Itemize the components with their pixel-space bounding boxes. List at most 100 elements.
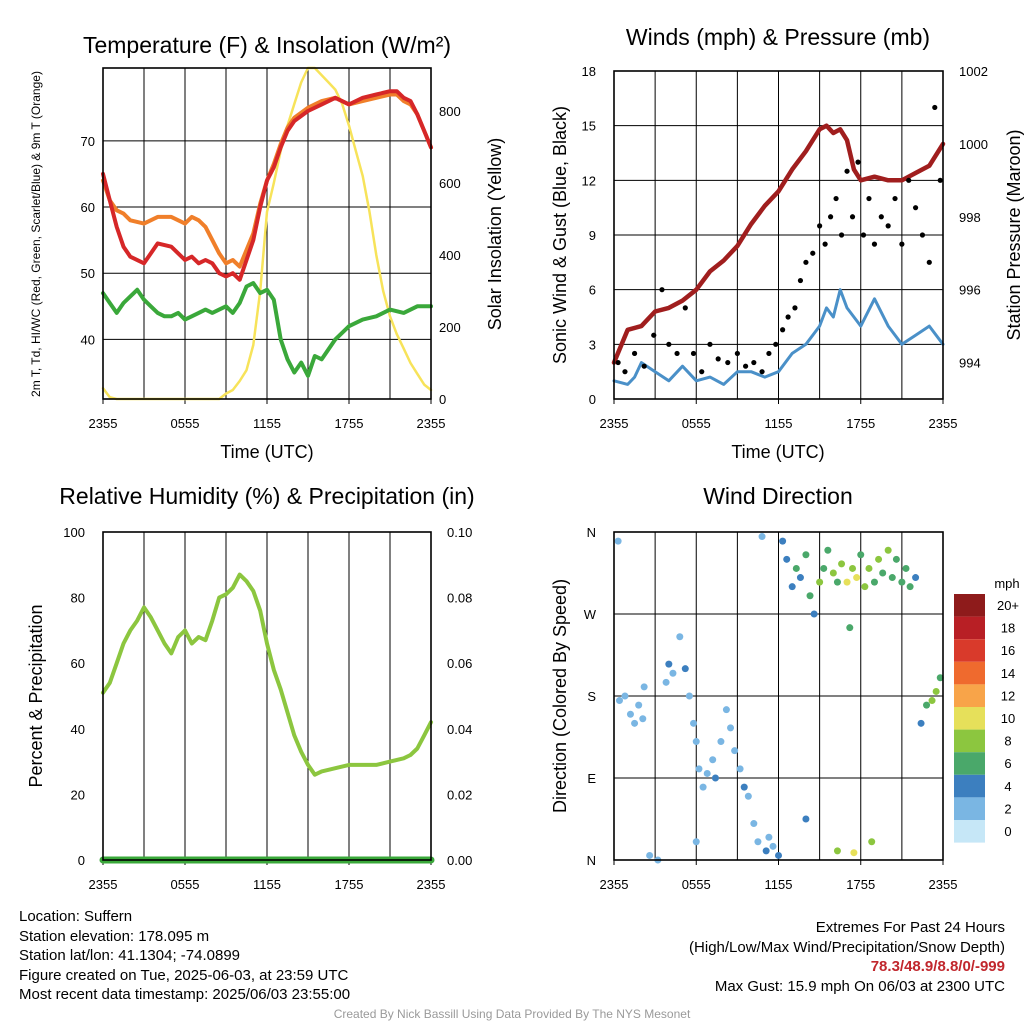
- y2-tick-label: 1002: [959, 64, 988, 79]
- series-2m-t: [101, 89, 433, 282]
- x-tick-label: 2355: [929, 877, 958, 892]
- gust-point: [615, 359, 621, 366]
- gust-point: [919, 232, 926, 238]
- direction-point: [802, 815, 810, 823]
- direction-point: [685, 692, 693, 700]
- direction-point: [681, 665, 689, 673]
- legend-label: 14: [1001, 666, 1015, 681]
- gust-point: [659, 287, 665, 293]
- y-axis-label: Direction (Colored By Speed): [550, 579, 570, 813]
- direction-point: [829, 569, 837, 577]
- x-tick-label: 1755: [846, 877, 875, 892]
- gust-point: [707, 341, 713, 347]
- gust-point: [773, 341, 779, 347]
- y2-tick-label: 996: [959, 283, 981, 298]
- gust-point: [912, 205, 919, 211]
- direction-point: [861, 583, 869, 591]
- y-tick-label: 0: [589, 392, 596, 407]
- series-sonic-wind: [612, 288, 945, 386]
- y-tick-label: E: [587, 771, 596, 786]
- direction-point: [639, 715, 647, 723]
- gust-point: [641, 363, 647, 369]
- x-tick-label: 0555: [682, 877, 711, 892]
- x-tick-label: 1155: [253, 877, 281, 892]
- direction-point: [640, 683, 648, 691]
- direction-point: [758, 533, 766, 541]
- direction-point: [816, 578, 824, 586]
- direction-point: [676, 633, 684, 641]
- x-tick-label: 1155: [765, 416, 793, 431]
- direction-point: [631, 719, 639, 727]
- extremes-title: Extremes For Past 24 Hours: [815, 919, 1005, 936]
- direction-point: [690, 719, 698, 727]
- gust-point: [932, 104, 938, 111]
- direction-point: [824, 546, 832, 554]
- y2-axis-label: Solar Insolation (Yellow): [485, 138, 505, 330]
- y-tick-label: 0: [78, 853, 85, 868]
- legend-swatch: [954, 729, 985, 753]
- y-tick-label: W: [584, 607, 597, 622]
- direction-point: [833, 847, 841, 855]
- y-tick-label: 12: [582, 173, 596, 188]
- y-tick-label: 9: [589, 228, 596, 243]
- x-tick-label: 1755: [335, 877, 364, 892]
- direction-point: [717, 738, 725, 746]
- gust-point: [674, 350, 680, 357]
- gust-point: [866, 195, 872, 202]
- y-tick-label: 70: [81, 134, 95, 149]
- gust-point: [631, 350, 638, 357]
- y-tick-label: 50: [81, 266, 95, 281]
- direction-point: [669, 669, 677, 677]
- y2-tick-label: 0.00: [447, 853, 472, 868]
- direction-point: [884, 546, 892, 554]
- legend-swatch: [954, 752, 985, 775]
- max-gust-text: Max Gust: 15.9 mph On 06/03 at 2300 UTC: [714, 977, 1005, 995]
- direction-point: [740, 783, 748, 791]
- y-tick-label: 18: [582, 64, 596, 79]
- direction-point: [615, 697, 623, 705]
- location-text: Location: Suffern: [19, 908, 133, 925]
- direction-point: [857, 551, 865, 559]
- gust-point: [797, 277, 804, 284]
- y-tick-label: 3: [589, 337, 596, 352]
- direction-point: [865, 564, 873, 572]
- direction-point: [750, 820, 758, 828]
- chart-title: Temperature (F) & Insolation (W/m²): [83, 32, 451, 58]
- x-tick-label: 1755: [846, 416, 875, 431]
- y-axis-label: Percent & Precipitation: [26, 604, 46, 787]
- chart-title: Relative Humidity (%) & Precipitation (i…: [59, 483, 474, 509]
- direction-point: [906, 583, 914, 591]
- gust-point: [855, 159, 861, 165]
- y-tick-label: 40: [71, 722, 85, 737]
- direction-point: [779, 537, 787, 545]
- gust-point: [715, 356, 721, 362]
- direction-point: [711, 774, 719, 782]
- direction-point: [820, 564, 828, 572]
- legend-swatch: [954, 820, 985, 843]
- y-tick-label: 80: [71, 591, 85, 606]
- y2-tick-label: 0.06: [447, 656, 472, 671]
- direction-point: [765, 833, 773, 841]
- y2-tick-label: 0.04: [447, 722, 472, 737]
- direction-point: [788, 583, 796, 591]
- extremes-values: 78.3/48.9/8.8/0/-999: [870, 958, 1005, 975]
- direction-point: [665, 660, 673, 668]
- x-tick-label: 1155: [253, 416, 281, 431]
- legend-label: 6: [1004, 756, 1011, 771]
- y2-tick-label: 998: [959, 210, 981, 225]
- gust-point: [759, 369, 765, 375]
- legend-label: 20+: [997, 598, 1019, 613]
- gust-point: [803, 259, 809, 265]
- gust-point: [792, 305, 798, 311]
- direction-point: [833, 578, 841, 586]
- direction-point: [853, 574, 861, 582]
- gust-point: [666, 341, 672, 347]
- direction-point: [923, 701, 931, 709]
- gust-point: [780, 327, 786, 333]
- y-tick-label: 40: [81, 332, 95, 347]
- gust-point: [651, 332, 657, 338]
- direction-point: [912, 574, 920, 582]
- legend-swatch: [954, 661, 985, 685]
- x-axis-label: Time (UTC): [220, 442, 313, 462]
- legend-swatch: [954, 684, 985, 707]
